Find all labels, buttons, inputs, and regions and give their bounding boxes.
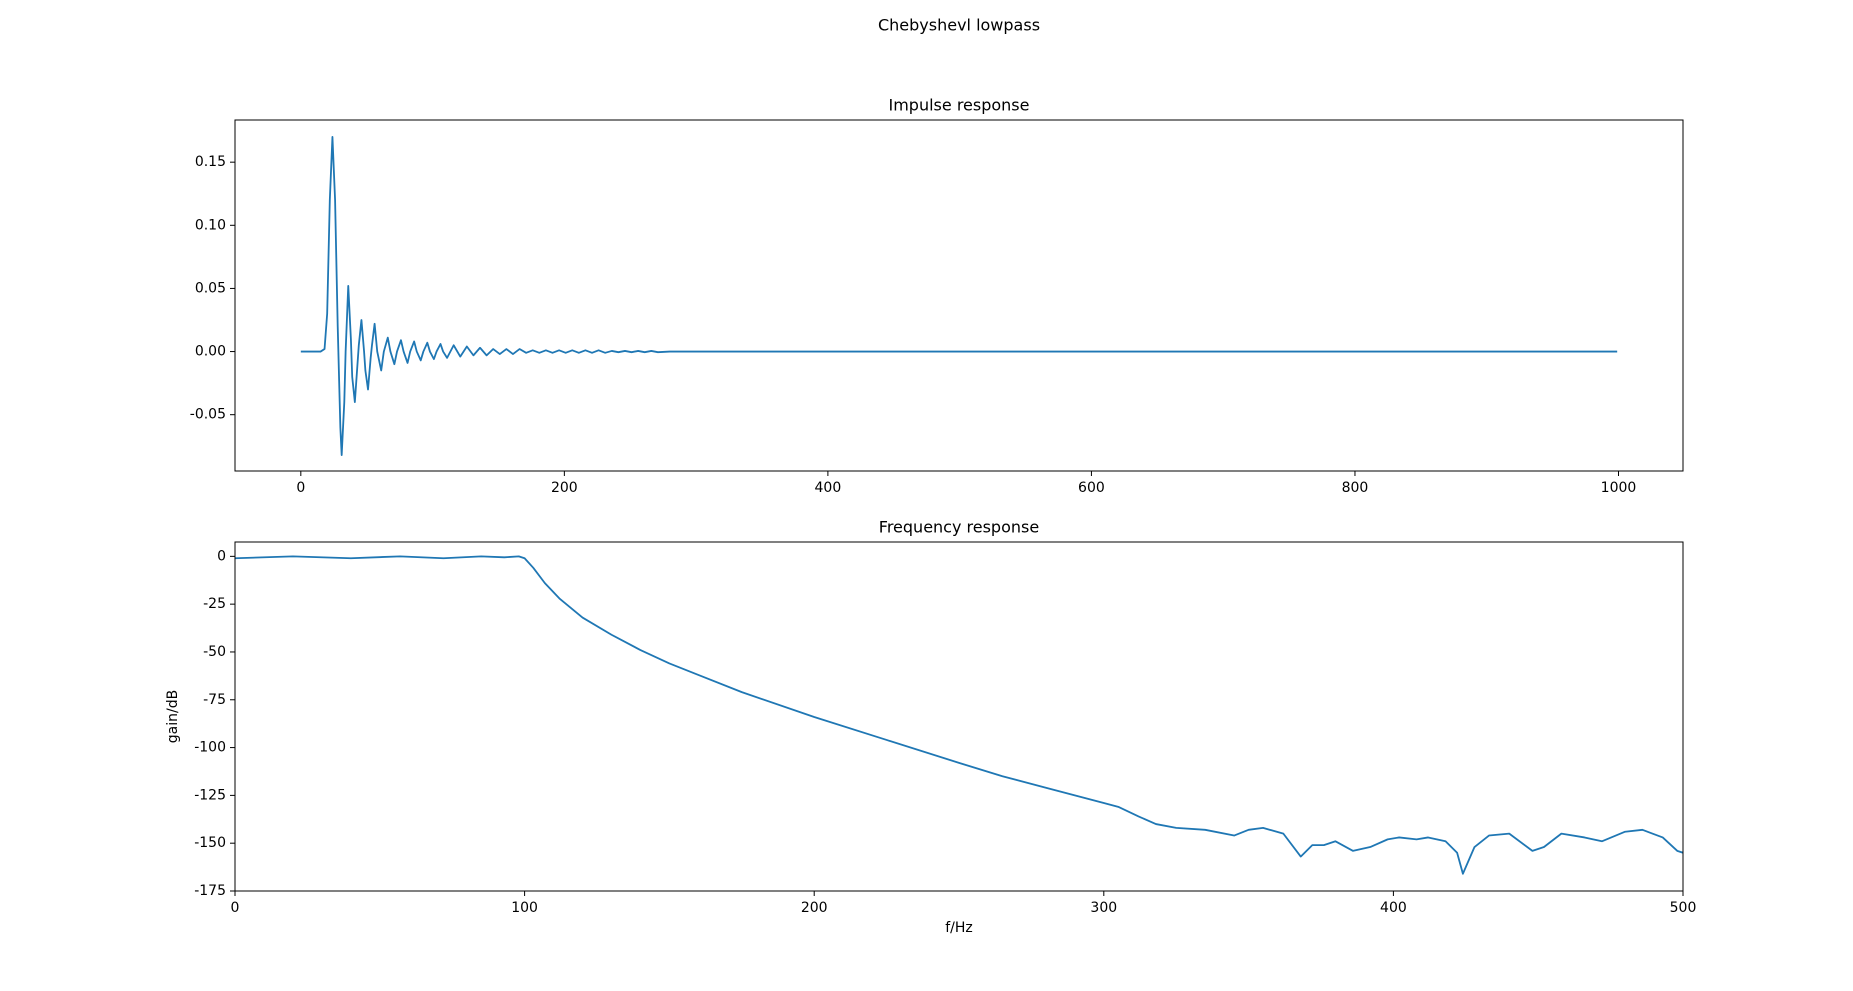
x-tick-label: 200	[551, 480, 578, 496]
y-tick-label: -150	[194, 835, 226, 851]
subplot-title: Frequency response	[879, 518, 1039, 537]
x-tick-label: 300	[1090, 900, 1117, 916]
y-tick-label: -50	[203, 644, 226, 660]
y-tick-label: -125	[194, 787, 226, 803]
x-tick-label: 0	[296, 480, 305, 496]
plot-frame	[234, 119, 1684, 472]
x-tick-label: 400	[1380, 900, 1407, 916]
x-tick-label: 0	[231, 900, 240, 916]
x-tick-label: 400	[815, 480, 842, 496]
y-tick-label: -75	[203, 692, 226, 708]
y-tick-label: 0.05	[195, 280, 226, 296]
x-tick-label: 1000	[1601, 480, 1637, 496]
x-tick-label: 600	[1078, 480, 1105, 496]
x-tick-label: 500	[1670, 900, 1697, 916]
y-tick-label: -0.05	[190, 407, 226, 423]
y-tick-label: 0	[217, 548, 226, 564]
subplot-title: Impulse response	[889, 96, 1030, 115]
y-axis-label: gain/dB	[165, 690, 181, 743]
y-tick-label: -100	[194, 740, 226, 756]
y-tick-label: 0.15	[195, 154, 226, 170]
x-axis-label: f/Hz	[945, 920, 973, 936]
x-tick-label: 200	[801, 900, 828, 916]
line-series	[235, 555, 1683, 875]
plot-frame	[234, 541, 1684, 892]
line-series	[300, 136, 1618, 456]
figure-title: Chebyshevl lowpass	[878, 16, 1040, 35]
y-tick-label: 0.10	[195, 217, 226, 233]
y-tick-label: -25	[203, 596, 226, 612]
y-tick-label: -175	[194, 883, 226, 899]
y-tick-label: 0.00	[195, 344, 226, 360]
x-tick-label: 800	[1342, 480, 1369, 496]
x-tick-label: 100	[511, 900, 538, 916]
